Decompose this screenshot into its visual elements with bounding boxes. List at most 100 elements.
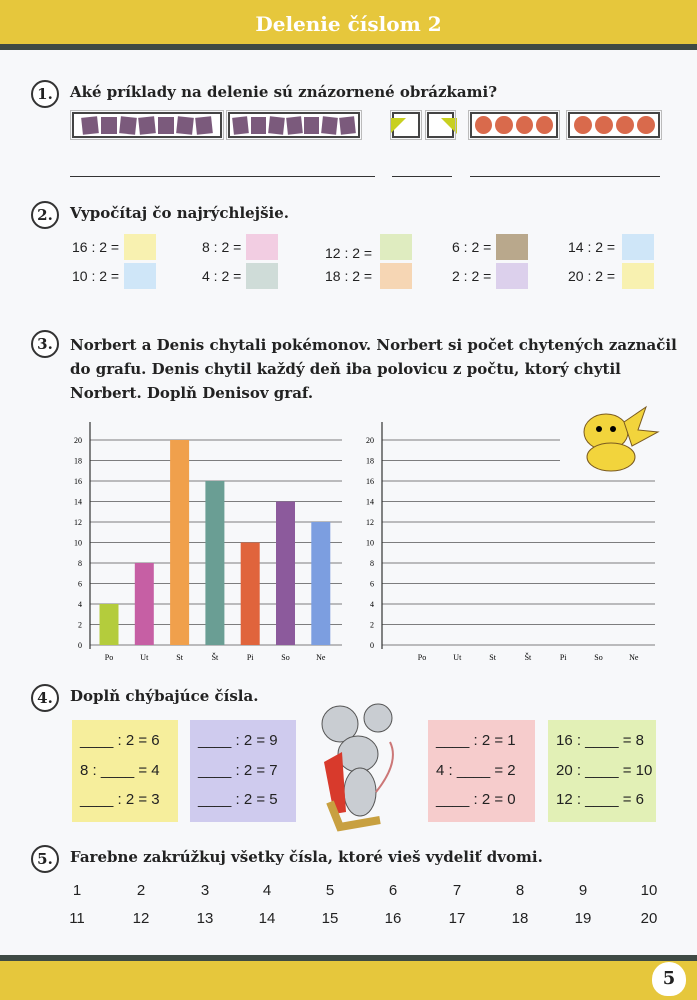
number-item[interactable]: 14 xyxy=(258,910,276,927)
equation-row[interactable]: ____ : 2 = 5 xyxy=(198,791,278,808)
number-item[interactable]: 4 xyxy=(262,882,272,899)
bar-Ne xyxy=(311,522,331,645)
equation-row[interactable]: 12 : ____ = 6 xyxy=(556,791,644,808)
answer-box[interactable] xyxy=(124,234,156,260)
equation-label: 20 : 2 = xyxy=(568,268,616,284)
x-tick-label: Ut xyxy=(453,653,462,662)
y-tick-label: 18 xyxy=(74,457,82,466)
picture-group xyxy=(468,110,560,140)
number-item[interactable]: 5 xyxy=(325,882,335,899)
number-item[interactable]: 9 xyxy=(578,882,588,899)
answer-box[interactable] xyxy=(246,263,278,289)
answer-box[interactable] xyxy=(246,234,278,260)
number-item[interactable]: 12 xyxy=(132,910,150,927)
equation-row[interactable]: 4 : ____ = 2 xyxy=(436,761,516,779)
square-icon xyxy=(119,115,137,135)
number-item[interactable]: 1 xyxy=(72,882,82,899)
answer-box[interactable] xyxy=(496,263,528,289)
answer-box[interactable] xyxy=(124,263,156,289)
number-item[interactable]: 20 xyxy=(640,910,658,927)
x-tick-label: Pi xyxy=(560,653,567,662)
answer-box[interactable] xyxy=(496,234,528,260)
y-tick-label: 0 xyxy=(78,641,82,650)
square-icon xyxy=(101,116,117,134)
y-tick-label: 4 xyxy=(78,600,82,609)
answer-line[interactable] xyxy=(470,176,660,177)
task-instruction: Doplň chýbajúce čísla. xyxy=(70,687,259,705)
number-item[interactable]: 11 xyxy=(69,910,85,927)
equation-label: 2 : 2 = xyxy=(452,268,492,284)
instruction-line: do grafu. Denis chytil každý deň iba pol… xyxy=(70,360,621,378)
answer-line[interactable] xyxy=(70,176,375,177)
equation-card: ____ : 2 = 9 ____ : 2 = 7 ____ : 2 = 5 xyxy=(190,720,296,822)
task-instruction: Farebne zakrúžkuj všetky čísla, ktoré vi… xyxy=(70,848,543,866)
equation-card: ____ : 2 = 1 4 : ____ = 2 ____ : 2 = 0 xyxy=(428,720,535,822)
number-item[interactable]: 8 xyxy=(515,882,525,899)
answer-line[interactable] xyxy=(392,176,452,177)
equation-row[interactable]: ____ : 2 = 9 xyxy=(198,732,278,749)
x-tick-label: St xyxy=(489,653,496,662)
square-icon xyxy=(81,115,99,135)
answer-box[interactable] xyxy=(380,263,412,289)
picture-group xyxy=(425,110,457,140)
equation-label: 10 : 2 = xyxy=(72,268,120,284)
number-item[interactable]: 3 xyxy=(200,882,210,899)
equation-label: 14 : 2 = xyxy=(568,239,616,255)
square-icon xyxy=(195,115,213,135)
number-item[interactable]: 6 xyxy=(388,882,398,899)
square-icon xyxy=(304,116,320,134)
circle-icon xyxy=(535,116,553,134)
equation-row[interactable]: 20 : ____ = 10 xyxy=(556,761,653,779)
equation-label: 16 : 2 = xyxy=(72,239,120,255)
answer-box[interactable] xyxy=(622,234,654,260)
bar-Št xyxy=(205,481,225,645)
y-tick-label: 12 xyxy=(366,518,374,527)
picture-group xyxy=(226,110,362,140)
number-item[interactable]: 10 xyxy=(640,882,658,899)
number-item[interactable]: 2 xyxy=(136,882,146,899)
equation-row[interactable]: ____ : 2 = 3 xyxy=(80,791,160,808)
x-tick-label: Ut xyxy=(140,653,149,662)
y-tick-label: 16 xyxy=(366,477,374,486)
number-item[interactable]: 15 xyxy=(321,910,339,927)
x-tick-label: Ne xyxy=(629,653,639,662)
equation-label: 18 : 2 = xyxy=(325,268,373,284)
x-tick-label: Št xyxy=(212,653,219,662)
answer-box[interactable] xyxy=(380,234,412,260)
equation-row[interactable]: ____ : 2 = 6 xyxy=(80,732,160,749)
equation-row[interactable]: 16 : ____ = 8 xyxy=(556,732,644,749)
equation-row[interactable]: ____ : 2 = 7 xyxy=(198,761,278,779)
x-tick-label: Pi xyxy=(247,653,254,662)
square-icon xyxy=(321,115,339,135)
number-item[interactable]: 18 xyxy=(511,910,529,927)
y-tick-label: 20 xyxy=(366,436,374,445)
number-item[interactable]: 13 xyxy=(196,910,214,927)
y-tick-label: 6 xyxy=(78,580,82,589)
square-icon xyxy=(285,115,303,135)
picture-group xyxy=(566,110,662,140)
square-icon xyxy=(138,115,156,135)
y-tick-label: 16 xyxy=(74,477,82,486)
x-tick-label: Po xyxy=(105,653,113,662)
square-icon xyxy=(250,116,266,134)
circle-icon xyxy=(636,116,655,134)
number-item[interactable]: 7 xyxy=(452,882,462,899)
bar-St xyxy=(170,440,190,645)
picture-group xyxy=(70,110,224,140)
page-title: Delenie číslom 2 xyxy=(255,12,442,36)
number-item[interactable]: 16 xyxy=(384,910,402,927)
equation-row[interactable]: 8 : ____ = 4 xyxy=(80,761,160,779)
square-icon xyxy=(176,115,194,135)
footer-banner xyxy=(0,955,697,1000)
instruction-line: Norbert a Denis chytali pokémonov. Norbe… xyxy=(70,336,677,354)
equation-label: 6 : 2 = xyxy=(452,239,492,255)
equation-row[interactable]: ____ : 2 = 0 xyxy=(436,791,516,808)
task-number: 4. xyxy=(31,684,59,712)
equation-row[interactable]: ____ : 2 = 1 xyxy=(436,732,516,749)
task-number: 3. xyxy=(31,330,59,358)
number-item[interactable]: 19 xyxy=(574,910,592,927)
number-item[interactable]: 17 xyxy=(448,910,466,927)
answer-box[interactable] xyxy=(622,263,654,289)
task-number: 2. xyxy=(31,201,59,229)
circle-icon xyxy=(594,116,613,134)
